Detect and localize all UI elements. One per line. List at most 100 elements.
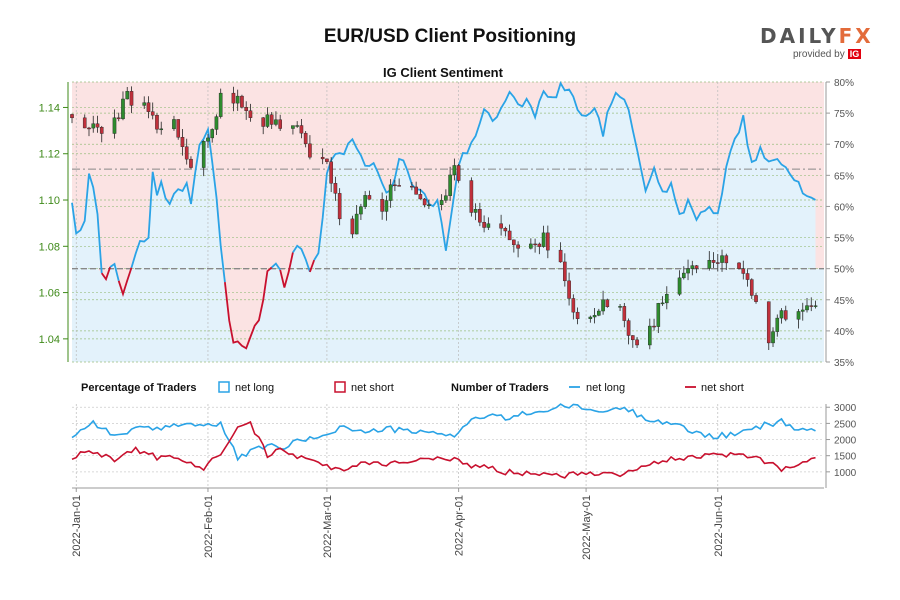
legend-pct-net-long: net long <box>235 382 274 394</box>
price-tick-label: 1.04 <box>39 334 60 346</box>
sentiment-line-segment <box>117 267 133 297</box>
candle-up <box>112 117 117 134</box>
candle-up <box>618 306 622 308</box>
candle-down <box>278 119 282 129</box>
price-tick-label: 1.12 <box>39 149 60 161</box>
x-tick-label: 2022-Mar-01 <box>322 495 334 558</box>
candle-down <box>478 209 482 223</box>
candle-up <box>805 305 809 311</box>
candle-down <box>622 306 627 321</box>
chart-title: EUR/USD Client Positioning <box>324 26 576 47</box>
candle-up <box>121 98 125 120</box>
sentiment-line-segment <box>309 259 316 273</box>
candle-down <box>605 299 610 308</box>
candle-down <box>516 244 520 249</box>
candle-up <box>779 310 784 319</box>
counts-line-net-short <box>71 420 816 479</box>
candle-down <box>766 301 771 344</box>
candle-down <box>393 184 397 187</box>
candle-down <box>724 255 729 264</box>
sentiment-line-segment <box>109 262 120 282</box>
counts-tick-label: 1500 <box>834 452 857 463</box>
candle-down <box>410 185 414 188</box>
candle-up <box>648 325 652 346</box>
logo-daily: DAILY <box>760 24 839 48</box>
candle-down <box>95 123 100 128</box>
candle-down <box>261 117 265 127</box>
candle-down <box>325 158 329 162</box>
counts-line-net-long <box>71 403 816 462</box>
candle-up <box>295 125 299 127</box>
candle-up <box>813 305 818 307</box>
candle-up <box>473 209 478 213</box>
sentiment-line-segment <box>313 80 816 261</box>
candle-down <box>70 114 74 119</box>
legend-num-net-long: net long <box>586 382 625 394</box>
sentiment-line-segment <box>71 173 103 274</box>
candle-down <box>176 119 181 138</box>
candle-down <box>150 111 155 116</box>
candle-up <box>665 293 669 304</box>
pct-tick-label: 35% <box>834 358 854 369</box>
legend-num-net-short: net short <box>701 382 744 394</box>
price-tick-label: 1.10 <box>39 195 60 207</box>
candle-up <box>448 174 452 196</box>
sentiment-line-segment <box>100 266 112 282</box>
legend-short-box <box>334 381 346 393</box>
pct-tick-label: 80% <box>834 78 854 89</box>
pct-tick-label: 75% <box>834 109 854 120</box>
candle-up <box>439 200 444 205</box>
candle-up <box>681 272 686 279</box>
candle-down <box>652 325 656 328</box>
sentiment-line-segment <box>279 252 294 288</box>
candle-down <box>533 243 537 246</box>
candle-down <box>99 127 104 134</box>
candle-up <box>201 141 206 168</box>
x-tick-label: 2022-May-01 <box>581 495 593 560</box>
long-zone-bg <box>72 268 824 362</box>
candle-down <box>244 107 248 111</box>
candle-up <box>677 277 682 295</box>
candle-up <box>210 129 215 139</box>
candle-down <box>303 132 308 145</box>
candle-down <box>116 117 121 120</box>
candle-up <box>656 303 661 327</box>
candle-down <box>129 91 134 106</box>
candle-down <box>87 127 91 130</box>
x-tick-label: 2022-Jun-01 <box>713 495 725 557</box>
pct-tick-label: 45% <box>834 296 854 307</box>
candle-down <box>269 114 274 125</box>
pct-tick-label: 40% <box>834 327 854 338</box>
candle-up <box>597 310 601 316</box>
candle-down <box>575 311 580 319</box>
candle-up <box>444 195 448 201</box>
pct-tick-label: 55% <box>834 234 854 245</box>
x-tick-label: 2022-Jan-01 <box>71 495 83 557</box>
candle-up <box>720 255 724 263</box>
candle-up <box>800 309 805 312</box>
candle-up <box>125 91 130 100</box>
candle-down <box>499 223 503 229</box>
candle-down <box>422 198 427 206</box>
price-tick-label: 1.06 <box>39 288 60 300</box>
candle-up <box>686 268 690 274</box>
candle-down <box>546 232 550 251</box>
candle-down <box>308 143 312 158</box>
candle-down <box>82 117 87 129</box>
candle-down <box>809 305 814 307</box>
candle-down <box>507 230 512 241</box>
candle-up <box>592 315 597 318</box>
candle-up <box>354 213 359 235</box>
candle-down <box>231 92 236 104</box>
candle-down <box>248 110 253 118</box>
pct-tick-label: 65% <box>834 171 854 182</box>
candle-down <box>715 262 720 264</box>
counts-tick-label: 3000 <box>834 403 857 414</box>
candle-down <box>155 115 159 130</box>
candle-up <box>660 302 665 305</box>
pct-tick-label: 60% <box>834 202 854 213</box>
candle-down <box>783 310 788 320</box>
candle-down <box>754 295 758 302</box>
candle-down <box>749 279 754 296</box>
